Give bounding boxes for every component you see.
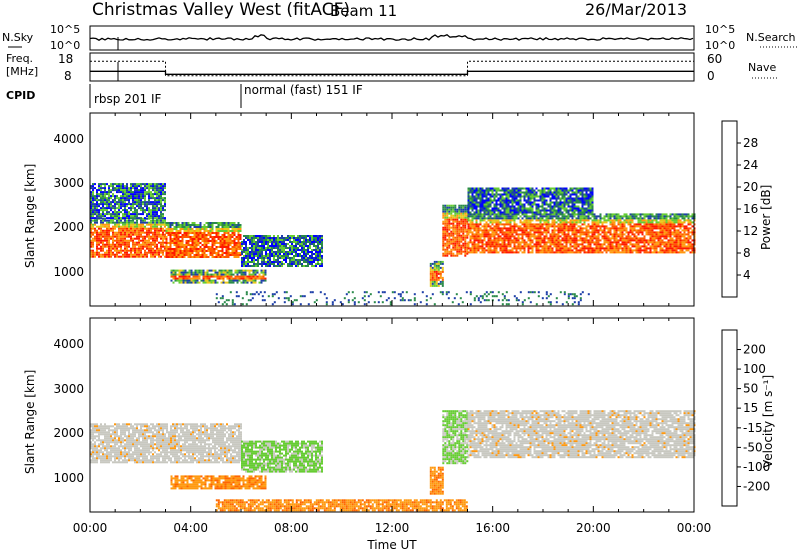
cpid-segment-rbsp: rbsp 201 IF — [94, 92, 161, 106]
velocity-region-5 — [467, 410, 696, 459]
velocity-region-0 — [90, 423, 242, 464]
beam-label: Beam 11 — [330, 2, 397, 20]
velocity-colorbar: 200 100 50 15 -15 -50 -100 -200 Velocity [m s⁻¹… — [721, 329, 775, 507]
velocity-colorbar-tick-2: 50 — [743, 382, 758, 396]
xtick-3: 12:00 — [375, 521, 410, 535]
power-colorbar: 28 24 20 16 12 8 4 Power [dB] — [721, 120, 773, 298]
power-region-5 — [429, 260, 444, 287]
power-colorbar-frame — [721, 120, 738, 298]
power-region-6 — [442, 204, 469, 257]
xtick-0: 00:00 — [73, 521, 108, 535]
freq-tick-top: 18 — [58, 52, 73, 66]
power-colorbar-tick-2: 20 — [743, 180, 758, 194]
velocity-region-6 — [215, 499, 468, 512]
power-heatmap — [90, 183, 696, 306]
nsky-strip: N.Sky 10^5 10^0 10^5 10^0 N.Search — [2, 23, 798, 52]
freq-unit-label: [MHz] — [6, 65, 38, 78]
power-colorbar-tick-3: 16 — [743, 202, 758, 216]
freq-strip: Freq. [MHz] 18 8 60 0 Nave — [6, 52, 778, 83]
power-ytick-4000: 4000 — [53, 132, 84, 146]
freq-trace — [90, 70, 694, 75]
power-ylabel: Slant Range [km] — [23, 164, 37, 268]
power-region-2 — [165, 222, 242, 258]
freq-label: Freq. — [6, 52, 33, 65]
power-colorbar-tick-1: 24 — [743, 158, 758, 172]
velocity-colorbar-tick-1: 100 — [743, 362, 766, 376]
power-region-7 — [467, 213, 696, 254]
velocity-colorbar-tick-4: -15 — [743, 421, 763, 435]
nsky-tick-top: 10^5 — [50, 23, 80, 36]
power-colorbar-tick-6: 4 — [743, 268, 751, 282]
freq-tick-bottom: 8 — [64, 69, 72, 83]
velocity-colorbar-tick-6: -100 — [743, 460, 770, 474]
power-region-4 — [241, 235, 323, 267]
velocity-ytick-2000: 2000 — [53, 426, 84, 440]
cpid-label: CPID — [6, 89, 35, 102]
power-colorbar-label: Power [dB] — [759, 185, 773, 250]
nsearch-tick-bottom: 10^0 — [705, 39, 735, 52]
power-ytick-2000: 2000 — [53, 220, 84, 234]
power-ytick-1000: 1000 — [53, 265, 84, 279]
cpid-strip: CPID rbsp 201 IF normal (fast) 151 IF — [6, 83, 363, 108]
velocity-region-3 — [429, 466, 444, 495]
nsky-label: N.Sky — [2, 31, 34, 44]
velocity-colorbar-tick-3: 15 — [743, 401, 758, 415]
velocity-ytick-3000: 3000 — [53, 382, 84, 396]
velocity-heatmap — [90, 410, 696, 512]
station-title: Christmas Valley West (fitACF) — [92, 0, 350, 20]
x-axis-label: Time UT — [366, 538, 417, 552]
power-colorbar-tick-4: 12 — [743, 224, 758, 238]
xtick-6: 00:00 — [677, 521, 712, 535]
velocity-ytick-1000: 1000 — [53, 471, 84, 485]
nsky-tick-bottom: 10^0 — [50, 39, 80, 52]
nsky-trace — [89, 34, 694, 41]
xtick-5: 20:00 — [576, 521, 611, 535]
velocity-colorbar-frame — [721, 329, 738, 507]
power-region-1 — [90, 183, 166, 220]
velocity-colorbar-label: Velocity [m s⁻¹] — [761, 375, 775, 468]
power-region-8 — [467, 187, 594, 214]
velocity-panel: Slant Range [km] 1000 2000 3000 4000 — [23, 317, 696, 513]
nsearch-label: N.Search — [746, 31, 796, 44]
power-colorbar-tick-5: 8 — [743, 246, 751, 260]
x-axis: 00:00 04:00 08:00 12:00 16:00 20:00 00:0… — [73, 521, 712, 552]
nave-trace — [90, 60, 694, 77]
nave-tick-top: 60 — [707, 52, 722, 66]
velocity-ytick-4000: 4000 — [53, 337, 84, 351]
velocity-colorbar-tick-5: -50 — [743, 440, 763, 454]
velocity-region-2 — [241, 440, 323, 473]
power-region-0 — [90, 217, 166, 258]
velocity-colorbar-tick-7: -200 — [743, 479, 770, 493]
power-region-3 — [170, 269, 267, 284]
power-colorbar-tick-0: 28 — [743, 136, 758, 150]
power-ytick-3000: 3000 — [53, 176, 84, 190]
nsearch-tick-top: 10^5 — [705, 23, 735, 36]
power-region-9 — [215, 291, 590, 306]
velocity-region-4 — [442, 410, 469, 465]
velocity-region-1 — [170, 475, 267, 490]
date-label: 26/Mar/2013 — [585, 0, 687, 19]
cpid-segment-normal: normal (fast) 151 IF — [244, 83, 363, 97]
velocity-ylabel: Slant Range [km] — [23, 370, 37, 474]
xtick-4: 16:00 — [475, 521, 510, 535]
power-panel: Slant Range [km] 1000 2000 3000 4000 — [23, 112, 696, 307]
nave-tick-bottom: 0 — [707, 69, 715, 83]
nave-label: Nave — [748, 61, 776, 74]
xtick-1: 04:00 — [173, 521, 208, 535]
velocity-colorbar-tick-0: 200 — [743, 343, 766, 357]
xtick-2: 08:00 — [274, 521, 309, 535]
